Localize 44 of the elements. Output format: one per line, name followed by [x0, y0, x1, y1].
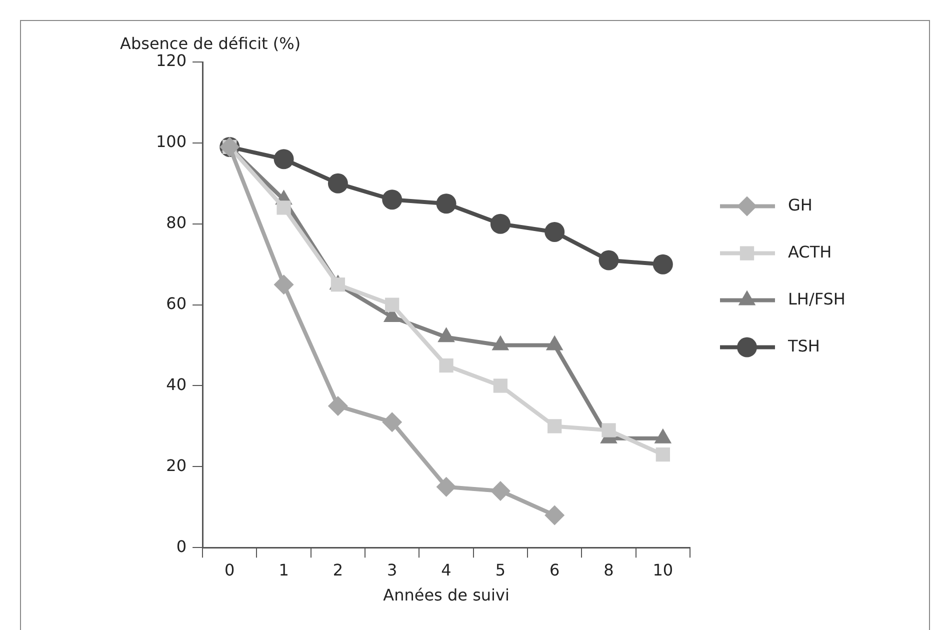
point — [274, 149, 294, 170]
point — [548, 419, 562, 434]
point — [656, 447, 670, 462]
y-tick-label: 120 — [156, 51, 187, 70]
y-tick-label: 40 — [166, 374, 187, 394]
point — [328, 396, 348, 416]
x-tick-label: 4 — [441, 560, 452, 580]
x-tick-label: 6 — [550, 560, 560, 580]
point — [439, 358, 454, 373]
point — [274, 274, 294, 295]
point — [436, 476, 456, 497]
legend-label: LH/FSH — [788, 289, 846, 308]
point — [493, 378, 508, 393]
x-tick-label: 1 — [278, 560, 289, 580]
x-tick-label: 3 — [387, 560, 398, 580]
y-tick-label: 20 — [166, 456, 187, 475]
point — [276, 200, 291, 215]
point — [598, 250, 619, 270]
legend-label: ACTH — [788, 242, 832, 262]
y-tick-label: 0 — [176, 536, 187, 556]
point — [382, 190, 402, 210]
y-tick-label: 100 — [156, 132, 187, 152]
point — [544, 222, 565, 242]
y-tick-label: 80 — [166, 213, 187, 232]
point — [436, 194, 456, 214]
legend-label: GH — [788, 195, 812, 214]
x-tick-label: 2 — [332, 560, 344, 580]
point — [490, 214, 510, 234]
point — [490, 480, 510, 501]
x-tick-label: 10 — [652, 560, 674, 580]
legend-label: TSH — [787, 336, 820, 356]
point — [602, 423, 616, 438]
point — [385, 298, 400, 312]
point — [544, 505, 565, 526]
y-axis-title: Absence de déficit (%) — [120, 34, 301, 54]
x-tick-label: 8 — [604, 560, 614, 580]
x-tick-label: 5 — [495, 560, 506, 580]
point — [328, 173, 348, 194]
point — [330, 277, 346, 292]
point — [652, 254, 673, 274]
y-tick-label: 60 — [166, 294, 187, 313]
x-tick-label: 0 — [224, 560, 235, 580]
x-axis-title: Années de suivi — [383, 586, 510, 605]
point — [382, 412, 402, 432]
